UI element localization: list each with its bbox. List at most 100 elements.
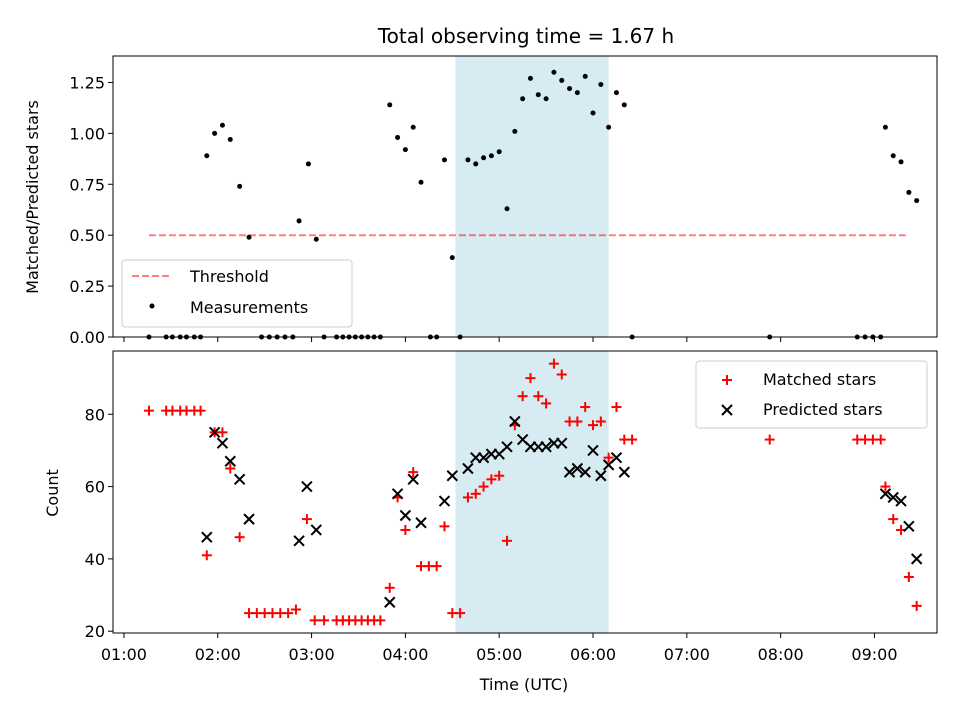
data-point (219, 122, 225, 128)
top-axes-frame (112, 55, 938, 338)
predicted-point (571, 462, 584, 475)
data-point (237, 183, 243, 189)
y-tick-label: 0.75 (69, 175, 105, 194)
matched-point (903, 571, 914, 582)
data-point (621, 102, 627, 108)
matched-point (556, 369, 567, 380)
data-point (305, 161, 311, 167)
matched-point (319, 615, 330, 626)
matched-point (502, 535, 513, 546)
data-point (590, 110, 596, 116)
data-point (574, 90, 580, 96)
data-point (882, 124, 888, 130)
data-point (473, 161, 479, 167)
predicted-point (224, 455, 236, 467)
x-tick-label: 02:00 (195, 645, 241, 664)
top-legend-box (121, 259, 353, 328)
data-point (313, 236, 319, 242)
matched-point (486, 474, 497, 485)
x-tick-label: 07:00 (664, 645, 710, 664)
y-tick-label: 1.00 (69, 124, 105, 143)
matched-point (234, 532, 245, 543)
matched-point (494, 470, 505, 481)
predicted-point (501, 441, 513, 453)
data-point (559, 77, 565, 83)
predicted-point (910, 553, 923, 565)
predicted-point (556, 437, 568, 449)
matched-point (384, 582, 395, 593)
y-tick-label: 0.25 (69, 277, 105, 296)
predicted-point (509, 415, 521, 428)
data-point (465, 157, 471, 163)
matched-point (911, 600, 922, 611)
data-point (296, 218, 302, 224)
predicted-point (216, 437, 229, 449)
matched-point (572, 416, 583, 427)
bottom-plot-area (455, 351, 609, 633)
matched-point (290, 604, 301, 615)
predicted-point (293, 535, 305, 547)
x-tick-label: 04:00 (382, 645, 428, 664)
predicted-point (384, 596, 396, 608)
data-point (402, 147, 408, 153)
bottom-x-axis: 01:00 02:00 03:00 04:00 05:00 06:00 07:00 08:00… (101, 633, 898, 664)
data-point (488, 153, 494, 159)
ratio-panel: 0.00 0.25 0.50 0.75 1.00 1.25 Matched/Predict… (23, 55, 938, 347)
matched-point (408, 467, 419, 478)
predicted-point (887, 491, 899, 504)
highlight-span (455, 56, 609, 337)
matched-point (478, 481, 489, 492)
matched-point (875, 434, 886, 445)
matched-point (143, 405, 154, 416)
matched-point (541, 398, 552, 409)
data-point (512, 128, 518, 134)
predicted-point (895, 495, 907, 507)
top-series-layer (146, 69, 920, 340)
predicted-point (415, 517, 427, 529)
data-point (598, 82, 604, 88)
predicted-point (233, 473, 246, 486)
matched-point (375, 615, 386, 626)
series-matched-stars (143, 358, 922, 626)
predicted-point (587, 444, 599, 457)
x-tick-label: 03:00 (289, 645, 335, 664)
predicted-point (563, 466, 576, 478)
predicted-point (301, 480, 313, 493)
matched-point (431, 561, 442, 572)
data-point (914, 198, 920, 204)
matched-point (195, 405, 206, 416)
bottom-series-layer (143, 358, 923, 626)
predicted-point (595, 470, 607, 482)
data-point (212, 130, 218, 136)
data-point (898, 159, 904, 165)
matched-point (309, 615, 320, 626)
top-y-axis-label: Matched/Predicted stars (23, 100, 42, 294)
data-point (535, 92, 541, 98)
matched-legend-swatch (722, 375, 732, 385)
matched-point (880, 481, 891, 492)
data-point (449, 255, 455, 261)
matched-point (439, 521, 450, 532)
data-point (387, 102, 393, 108)
predicted-point (903, 520, 915, 533)
predicted-point (310, 524, 322, 536)
matched-point (603, 452, 614, 463)
predicted-point (243, 513, 255, 525)
measurements-legend-swatch (149, 303, 155, 309)
data-point (613, 90, 619, 96)
predicted-legend-swatch (721, 404, 733, 416)
matched-point (517, 391, 528, 402)
data-point (551, 69, 557, 75)
data-point (496, 149, 502, 155)
predicted-point (399, 509, 412, 522)
predicted-point (446, 470, 459, 482)
data-point (520, 96, 526, 102)
bottom-y-axis: 20 40 60 80 (85, 405, 113, 641)
data-point (441, 157, 447, 163)
matched-point (400, 524, 411, 535)
matched-point (580, 402, 591, 413)
x-tick-label: 06:00 (570, 645, 616, 664)
data-point (227, 136, 233, 142)
matched-point (588, 420, 599, 431)
matched-point (888, 514, 899, 525)
